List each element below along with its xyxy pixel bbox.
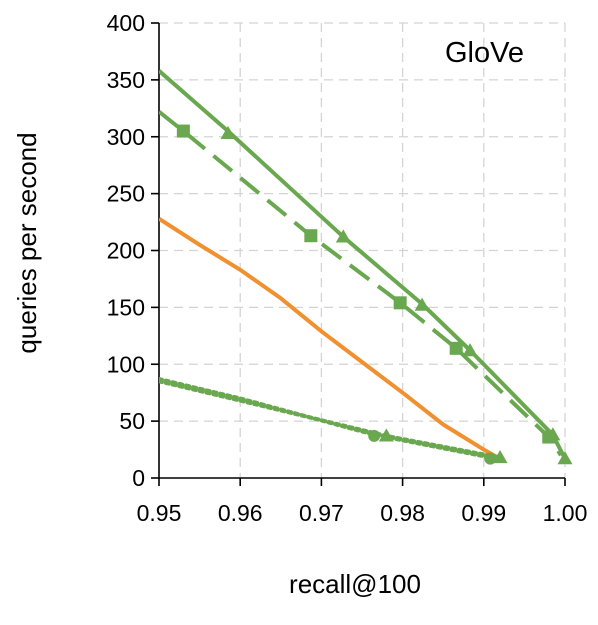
circle-marker <box>368 429 381 442</box>
x-tick-label: 0.96 <box>218 500 263 526</box>
y-axis-title: queries per second <box>12 132 42 353</box>
square-marker <box>176 124 190 138</box>
circle-marker <box>484 452 497 465</box>
triangle-marker <box>414 297 430 311</box>
triangle-marker <box>378 428 394 442</box>
triangle-marker <box>335 229 351 243</box>
series-lines <box>159 69 567 461</box>
y-tick-label: 50 <box>119 408 145 434</box>
y-tick-label: 300 <box>107 124 145 150</box>
x-tick-label: 1.00 <box>543 500 588 526</box>
axes <box>151 22 566 486</box>
triangle-marker <box>492 450 508 464</box>
square-marker <box>449 341 463 355</box>
y-tick-label: 100 <box>107 351 145 377</box>
series-line-3 <box>159 217 501 461</box>
y-tick-label: 350 <box>107 67 145 93</box>
x-tick-label: 0.98 <box>380 500 425 526</box>
y-tick-label: 200 <box>107 238 145 264</box>
series-line-5 <box>159 379 502 460</box>
triangle-marker <box>557 451 573 465</box>
y-tick-label: 400 <box>107 10 145 36</box>
series-markers <box>176 124 573 465</box>
square-marker <box>393 296 407 310</box>
triangle-marker <box>220 125 236 139</box>
chart-title: GloVe <box>445 37 524 69</box>
x-axis-title: recall@100 <box>289 569 421 599</box>
series-line-2 <box>159 110 563 457</box>
square-marker <box>542 430 556 444</box>
y-tick-label: 250 <box>107 181 145 207</box>
series-line-0 <box>159 69 567 460</box>
tick-labels: 0 50 100 150 200 250 300 350 400 0.95 0.96 0.97 0.98… <box>107 10 588 526</box>
square-marker <box>304 229 318 243</box>
y-tick-label: 150 <box>107 294 145 320</box>
triangle-marker <box>462 343 478 357</box>
y-tick-label: 0 <box>132 465 145 491</box>
x-tick-label: 0.99 <box>461 500 506 526</box>
x-tick-label: 0.95 <box>137 500 182 526</box>
x-tick-label: 0.97 <box>299 500 344 526</box>
